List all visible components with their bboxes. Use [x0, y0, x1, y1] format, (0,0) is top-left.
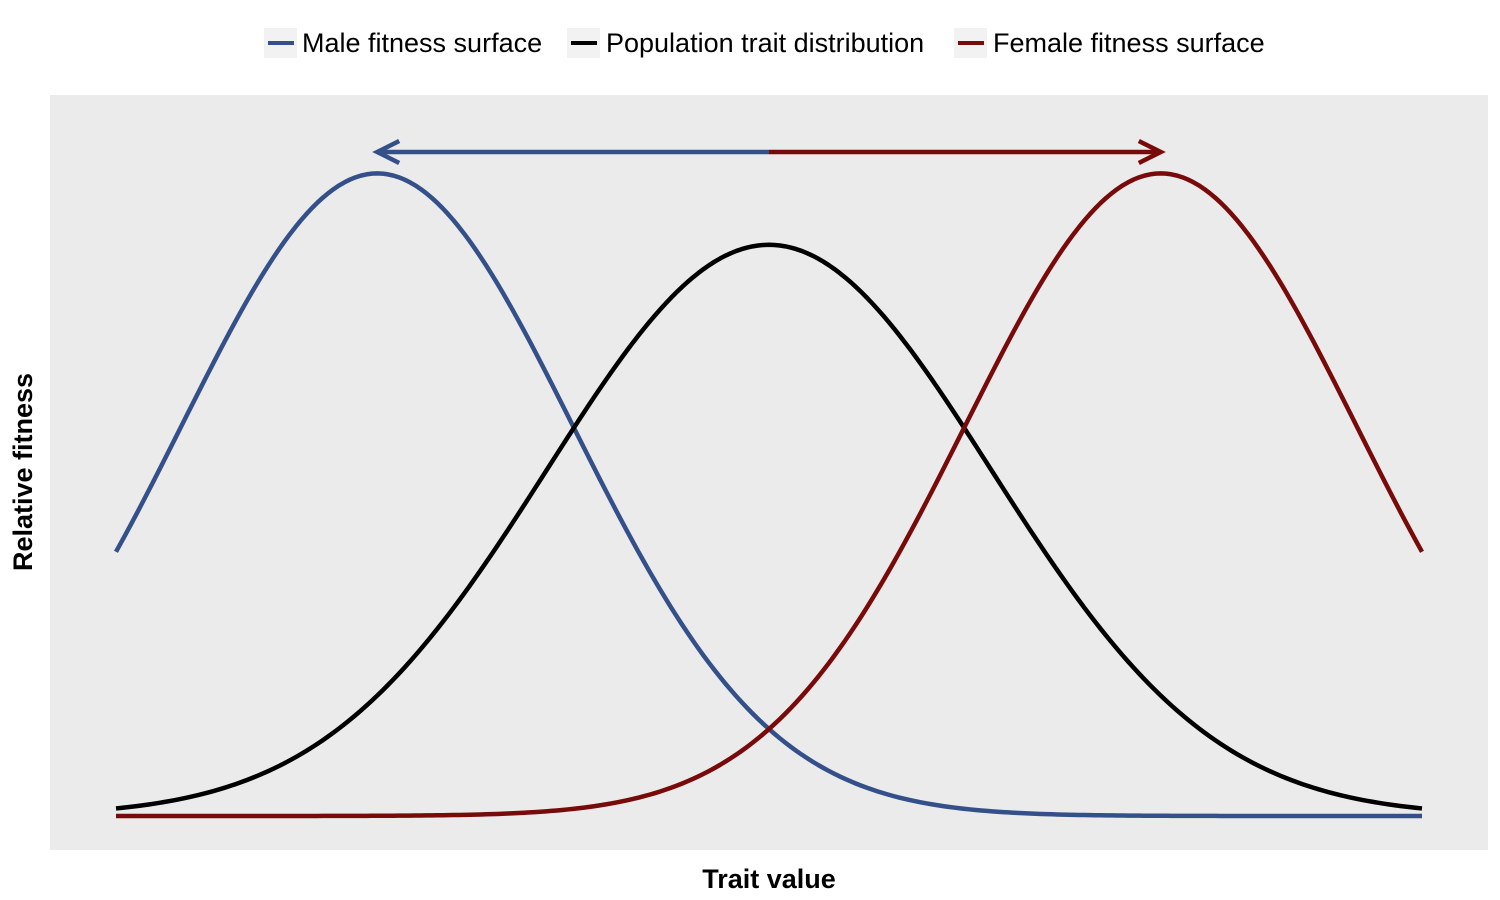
female-selection-arrow — [769, 138, 1166, 165]
legend: Male fitness surface Population trait di… — [264, 28, 1265, 58]
plot-area — [114, 138, 1424, 819]
series-lines — [114, 171, 1424, 819]
male-selection-arrow — [372, 138, 769, 165]
y-axis-title: Relative fitness — [8, 373, 38, 571]
legend-label-female: Female fitness surface — [993, 28, 1265, 58]
arrow-head — [1137, 138, 1166, 165]
arrow-head — [372, 138, 401, 165]
female-fitness-line — [116, 171, 1424, 819]
x-axis-title: Trait value — [702, 864, 836, 894]
legend-entry-population: Population trait distribution — [567, 28, 924, 58]
plot-panel — [50, 95, 1488, 850]
legend-label-population: Population trait distribution — [606, 28, 924, 58]
population-distribution-line — [115, 242, 1423, 811]
legend-label-male: Male fitness surface — [302, 28, 542, 58]
selection-arrows — [372, 138, 1166, 165]
legend-entry-female: Female fitness surface — [954, 28, 1265, 58]
legend-entry-male: Male fitness surface — [264, 28, 542, 58]
